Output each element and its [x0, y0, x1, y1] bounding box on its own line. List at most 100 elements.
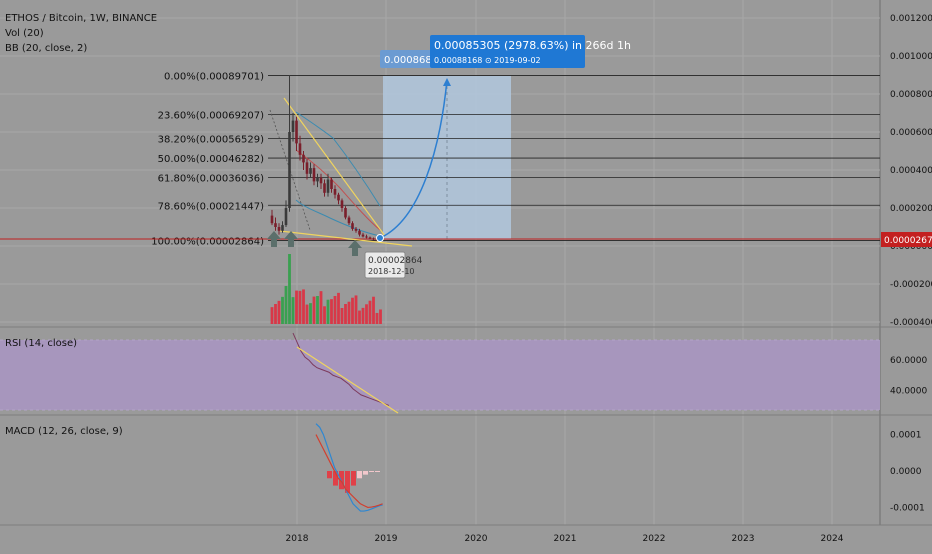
candle-body: [358, 230, 361, 235]
volume-bar: [277, 300, 281, 324]
candle-body: [333, 189, 337, 195]
volume-bar: [361, 307, 365, 324]
candle-body: [344, 208, 347, 218]
rsi-tick-label: 40.0000: [890, 386, 927, 396]
candle-body: [354, 228, 358, 231]
candle-body: [330, 179, 333, 189]
low-marker-value: 0.00002864: [368, 256, 423, 266]
candle-body: [309, 168, 312, 174]
candle-body: [361, 234, 365, 237]
volume-bar: [358, 310, 361, 324]
pattern-arrows: [267, 231, 362, 256]
bb-lower: [295, 199, 381, 237]
macd-histogram-bar: [327, 471, 332, 479]
fib-level-label: 0.00%(0.00089701): [164, 72, 264, 83]
price-tick-label: 0.00120000: [890, 14, 932, 24]
low-marker[interactable]: 0.00002864 2018-12-10: [364, 251, 423, 279]
bollinger-bands: [295, 111, 381, 237]
price-axis-background: [880, 0, 932, 550]
macd-histogram-bar: [333, 471, 338, 486]
volume-bar: [344, 304, 347, 324]
volume-bar: [316, 296, 319, 324]
volume-bar: [347, 301, 351, 324]
macd-signal-line: [315, 434, 383, 509]
time-tick-label: 2018: [286, 534, 309, 544]
candle-body: [305, 162, 309, 174]
fib-level-label: 100.00%(0.00002864): [151, 237, 264, 248]
up-arrow-icon: [348, 240, 362, 256]
volume-bar: [309, 303, 312, 324]
up-arrow-icon: [267, 231, 281, 247]
bb-basis: [295, 149, 381, 231]
fib-level-label: 23.60%(0.00069207): [158, 111, 264, 122]
candle-body: [284, 208, 288, 226]
volume-bar: [312, 296, 316, 324]
macd-axis-ticks: 0.0001 0.0000 -0.0001: [890, 431, 925, 514]
volume-bar: [270, 307, 274, 324]
projection-callout[interactable]: 0.00086837 0.00085305 (2978.63%) in 266d…: [380, 35, 631, 68]
volume-bar: [305, 304, 309, 324]
volume-bar: [365, 304, 368, 324]
bb-upper: [295, 111, 381, 207]
volume-bar: [375, 312, 379, 324]
macd-histogram-bar: [363, 471, 368, 475]
macd-histogram-bar: [351, 471, 356, 486]
volume-bar: [326, 299, 330, 324]
volume-bar: [295, 290, 298, 324]
candle-body: [319, 177, 323, 184]
rsi-title: RSI (14, close): [5, 338, 77, 349]
candle-body: [365, 236, 368, 238]
low-marker-box: [364, 251, 406, 279]
last-price-badge: [881, 232, 932, 247]
trendline-descending: [283, 97, 386, 237]
volume-bar: [274, 304, 277, 324]
candle-body: [372, 238, 375, 240]
candle-body: [277, 227, 281, 231]
time-tick-label: 2021: [554, 534, 577, 544]
volume-bar: [337, 292, 340, 324]
macd-line: [315, 423, 383, 512]
candle-body: [368, 237, 372, 239]
rsi-band: [0, 340, 880, 410]
macd-title: MACD (12, 26, close, 9): [5, 426, 123, 437]
fib-level-label: 78.60%(0.00021447): [158, 201, 264, 212]
fib-level-label: 38.20%(0.00056529): [158, 135, 264, 146]
trendline-support: [279, 230, 413, 247]
projection-callout-box: [430, 35, 585, 68]
volume-bar: [291, 297, 295, 324]
time-axis-ticks: 2018 2019 2020 2021 2022 2023 2024: [286, 534, 844, 544]
rsi-tick-label: 60.0000: [890, 356, 927, 366]
time-tick-label: 2020: [465, 534, 488, 544]
price-tick-label: 0.00020000: [890, 204, 932, 214]
macd-histogram-bar: [345, 471, 350, 493]
bb-indicator-label: BB (20, close, 2): [5, 43, 87, 54]
up-arrow-icon: [284, 231, 298, 247]
price-tick-label: 0.00040000: [890, 166, 932, 176]
volume-bar: [368, 300, 372, 324]
projection-arrowhead: [443, 78, 451, 86]
macd-histogram-bar: [369, 471, 374, 472]
time-tick-label: 2023: [732, 534, 755, 544]
volume-bar: [372, 296, 375, 324]
time-tick-label: 2022: [643, 534, 666, 544]
projection-headline: 0.00085305 (2978.63%) in 266d 1h: [434, 39, 631, 52]
candle-body: [270, 215, 274, 224]
fib-level-label: 50.00%(0.00046282): [158, 154, 264, 165]
volume-indicator-label: Vol (20): [5, 28, 44, 39]
candle-body: [291, 120, 295, 132]
candle-body: [274, 223, 277, 227]
price-axis-ticks: 0.00120000 0.00100000 0.00080000 0.00060000…: [890, 14, 932, 328]
volume-bars: [270, 254, 382, 324]
volume-bar: [281, 296, 284, 324]
macd-histogram-bar: [375, 471, 380, 472]
volume-bar: [333, 296, 337, 324]
volume-bar: [302, 289, 305, 324]
price-tick-label: 0.00100000: [890, 52, 932, 62]
fibonacci-levels: 0.00%(0.00089701) 23.60%(0.00069207) 38.20…: [151, 72, 880, 248]
volume-bar: [319, 291, 323, 324]
volume-bar: [330, 299, 333, 324]
macd-tick-label: 0.0001: [890, 431, 922, 441]
candle-body: [281, 225, 284, 231]
candle-body: [316, 177, 319, 182]
